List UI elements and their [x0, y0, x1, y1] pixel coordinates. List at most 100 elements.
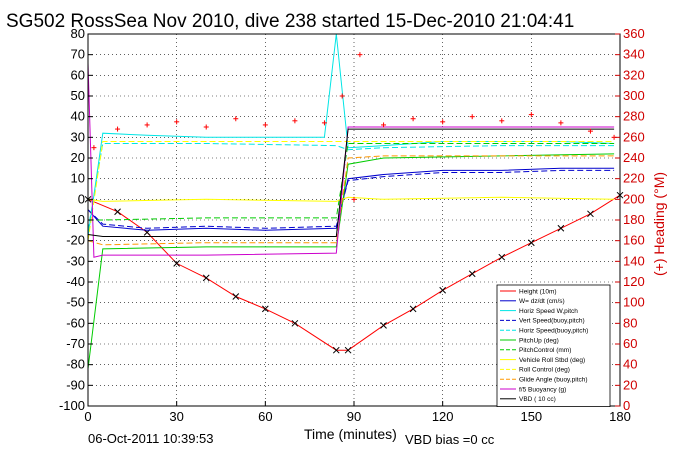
footer-timestamp: 06-Oct-2011 10:39:53 — [88, 431, 214, 446]
series-heading-point — [144, 122, 150, 128]
x-tick-label: 60 — [258, 409, 272, 424]
height-point — [587, 210, 594, 218]
y-tick-label: 10 — [71, 171, 85, 186]
right-y-tick-label: 20 — [623, 377, 637, 392]
y-tick-label: -50 — [66, 295, 85, 310]
x-tick-label: 180 — [609, 409, 631, 424]
right-y-tick-label: 220 — [623, 171, 645, 186]
height-point — [498, 253, 506, 261]
right-y-tick-label: 360 — [623, 26, 645, 41]
series-vehicle-roll-stbd-deg — [87, 196, 615, 202]
series-horiz-speed-buoy-pitch — [87, 143, 615, 231]
right-y-tick-label: 200 — [623, 191, 645, 206]
right-axis-label: (+) Heading (°M) — [651, 172, 667, 276]
y-tick-label: -20 — [66, 233, 85, 248]
right-y-tick-label: 40 — [623, 357, 637, 372]
x-tick-label: 30 — [169, 409, 183, 424]
height-point — [380, 322, 387, 329]
series-heading-point — [410, 116, 416, 122]
series-heading-point — [321, 120, 327, 126]
right-y-tick-label: 60 — [623, 336, 637, 351]
series-heading-point — [351, 196, 357, 202]
y-tick-label: -60 — [66, 315, 85, 330]
y-tick-label: 70 — [71, 47, 85, 62]
legend-entry: VBD ( 10 cc) — [519, 396, 556, 403]
legend-entry: PitchControl (mm) — [519, 347, 571, 354]
series-heading-point — [174, 119, 180, 125]
x-axis-label: Time (minutes) — [304, 426, 397, 442]
height-point — [261, 305, 269, 313]
series-f-5-buoyancy-g — [87, 62, 615, 258]
y-tick-label: -80 — [66, 357, 85, 372]
right-y-tick-label: 320 — [623, 67, 645, 82]
legend-box — [496, 284, 611, 407]
height-point — [232, 293, 240, 300]
height-point — [114, 208, 121, 216]
height-point — [291, 319, 299, 327]
footer-vbd-bias: VBD bias =0 cc — [405, 432, 495, 447]
x-tick-label: 90 — [347, 409, 361, 424]
series-roll-control-deg — [87, 141, 615, 241]
series-heading-point — [203, 124, 209, 130]
chart-title: SG502 RossSea Nov 2010, dive 238 started… — [6, 11, 574, 32]
series-vbd-10-cc — [87, 128, 615, 237]
legend-entry: Roll Control (deg) — [519, 367, 570, 374]
right-y-tick-label: 140 — [623, 253, 645, 268]
series-pitchcontrol-mm — [88, 143, 615, 221]
legend-entry: Vehicle Roll Stbd (deg) — [519, 357, 585, 364]
legend-entry: Horiz Speed(buoy,pitch) — [519, 328, 588, 335]
legend-entry: Height (10m) — [519, 288, 557, 295]
y-tick-label: 30 — [71, 129, 85, 144]
height-point — [344, 346, 352, 354]
y-tick-label: 80 — [71, 26, 85, 41]
series-heading-point — [115, 126, 121, 132]
height-point — [173, 260, 181, 267]
series-heading-point — [233, 116, 239, 122]
series-heading-point — [292, 118, 298, 124]
height-point — [202, 274, 210, 282]
series-heading-point — [357, 52, 363, 58]
y-tick-label: 0 — [78, 191, 85, 206]
series-horiz-speed-w-pitch — [87, 33, 615, 237]
series-heading-point — [339, 93, 345, 99]
right-y-tick-label: 240 — [623, 150, 645, 165]
height-point — [332, 346, 340, 354]
y-tick-label: 40 — [71, 109, 85, 124]
series-heading-point — [587, 128, 593, 134]
series-heading-point — [499, 118, 505, 124]
series-w-dz-dt-cm-s — [87, 167, 615, 231]
right-y-tick-label: 100 — [623, 295, 645, 310]
series-heading-point — [262, 122, 268, 128]
legend-entry: W= dz/dt (cm/s) — [519, 298, 565, 305]
y-tick-label: -10 — [66, 212, 85, 227]
right-y-tick-label: 120 — [623, 274, 645, 289]
y-tick-label: -100 — [59, 398, 85, 413]
series-glide-angle-buoy-pitch — [87, 155, 615, 246]
legend-entry: PitchUp (deg) — [519, 337, 559, 344]
right-y-tick-label: 300 — [623, 88, 645, 103]
y-tick-label: 20 — [71, 150, 85, 165]
y-tick-label: -90 — [66, 377, 85, 392]
height-point — [557, 224, 565, 232]
legend: Height (10m) W= dz/dt (cm/s) Horiz Speed W… — [496, 284, 611, 407]
y-tick-label: 50 — [71, 88, 85, 103]
right-y-tick-label: 340 — [623, 47, 645, 62]
series-heading-point — [469, 114, 475, 120]
y-tick-label: -70 — [66, 336, 85, 351]
x-tick-label: 0 — [84, 409, 91, 424]
legend-entry: f/5 Buoyancy (g) — [519, 386, 566, 393]
legend-entry: Horiz Speed W,pitch — [519, 308, 578, 315]
height-point — [468, 270, 476, 278]
series-heading-point — [381, 122, 387, 128]
y-tick-label: -30 — [66, 253, 85, 268]
right-y-tick-label: 260 — [623, 129, 645, 144]
series-heading-point — [528, 112, 534, 118]
y-tick-label: 60 — [71, 67, 85, 82]
series-heading-point — [440, 119, 446, 125]
x-tick-label: 150 — [520, 409, 542, 424]
x-tick-label: 120 — [432, 409, 454, 424]
legend-entry: Glide Angle (buoy,pitch) — [519, 377, 588, 384]
right-y-tick-label: 80 — [623, 315, 637, 330]
height-point — [439, 286, 447, 294]
